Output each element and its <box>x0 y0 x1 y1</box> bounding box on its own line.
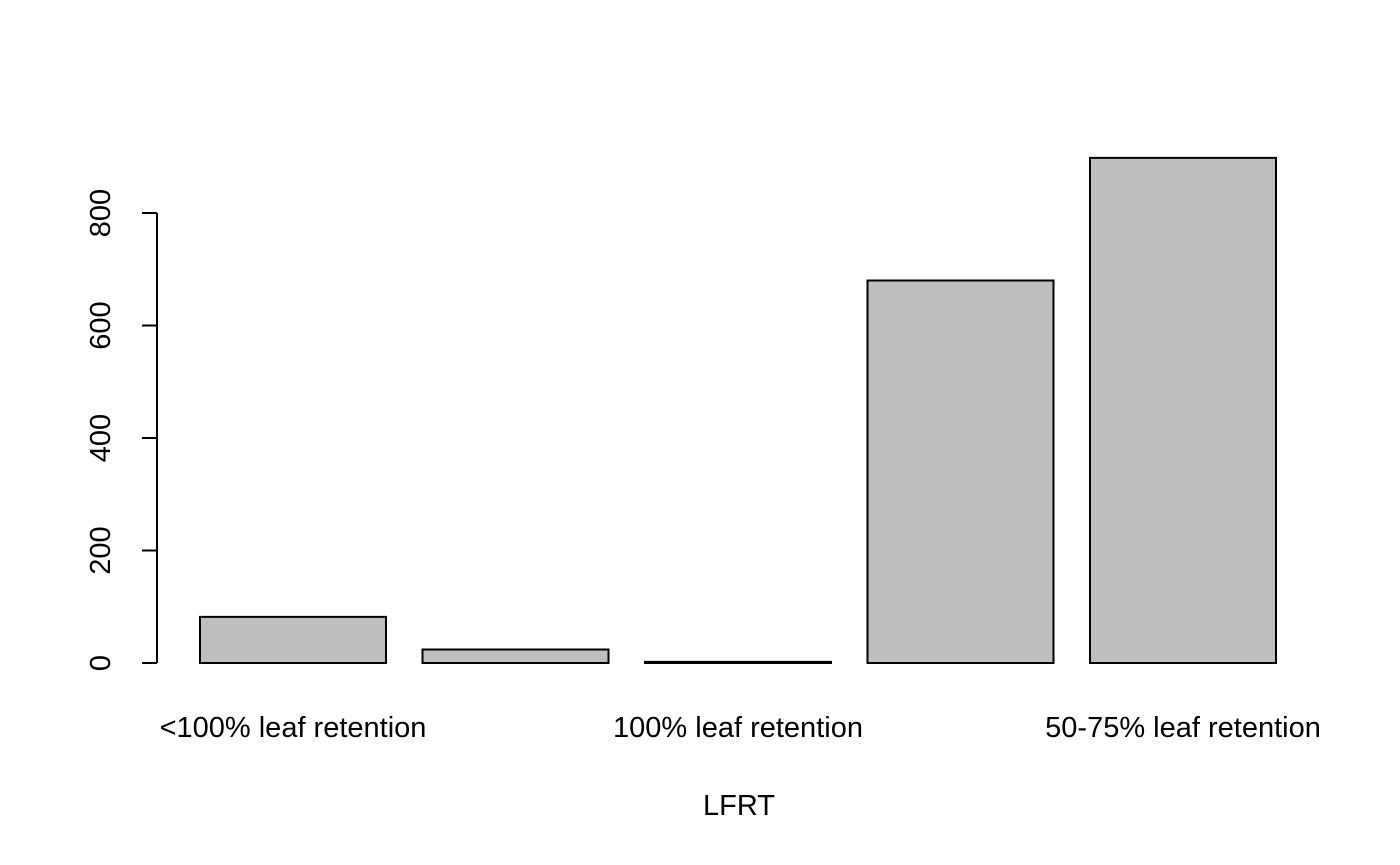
x-axis-labels: <100% leaf retention 100% leaf retention 5… <box>160 712 1321 744</box>
x-axis-title: LFRT <box>703 790 775 822</box>
y-tick-label: 200 <box>85 526 117 574</box>
y-tick-label: 600 <box>85 301 117 349</box>
x-category-label: 100% leaf retention <box>613 712 863 744</box>
bar-1 <box>199 615 387 664</box>
y-tick-label: 400 <box>85 414 117 462</box>
y-tick-label: 800 <box>85 189 117 237</box>
y-axis: 0 200 400 600 800 <box>85 189 158 671</box>
bar-2 <box>421 648 610 664</box>
x-category-label: 50-75% leaf retention <box>1045 712 1321 744</box>
bar-3 <box>644 660 832 664</box>
bar-4 <box>866 279 1055 664</box>
y-tick-label: 0 <box>85 655 117 671</box>
bars-group <box>199 156 1277 664</box>
bar-5 <box>1089 156 1277 664</box>
x-category-label: <100% leaf retention <box>160 712 427 744</box>
